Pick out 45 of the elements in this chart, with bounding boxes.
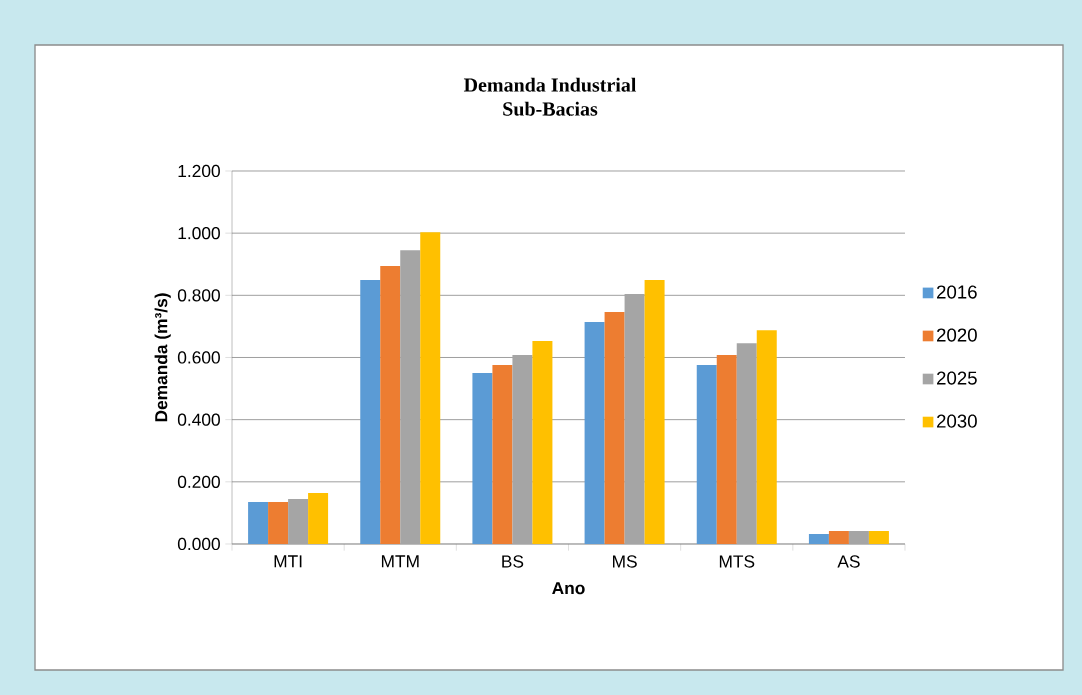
bar — [716, 355, 737, 544]
y-axis-title: Demanda (m³/s) — [154, 293, 171, 422]
chart-subtitle: Sub-Bacias — [503, 101, 598, 116]
y-tick-label: 1.200 — [178, 164, 220, 178]
bar — [472, 373, 493, 544]
legend-label: 2016 — [937, 285, 977, 299]
bar — [696, 364, 717, 544]
bar — [828, 530, 849, 544]
y-tick-label: 0.600 — [177, 351, 220, 364]
x-tick-label: AS — [837, 555, 860, 568]
bar — [604, 312, 625, 544]
bar — [308, 493, 329, 544]
y-tick-label: 0.000 — [177, 537, 220, 551]
legend-label: 2025 — [937, 371, 977, 385]
bar — [532, 341, 553, 544]
x-axis-title: Ano — [552, 582, 585, 595]
bar — [624, 294, 645, 544]
bar — [848, 530, 869, 544]
bar — [492, 364, 513, 544]
x-tick-label: MS — [613, 555, 637, 568]
bar — [868, 530, 889, 544]
legend-label: 2030 — [937, 414, 977, 428]
chart-title: Demanda Industrial — [463, 77, 637, 92]
bar — [736, 343, 757, 544]
bar — [644, 280, 665, 544]
y-tick-label: 0.800 — [177, 289, 220, 302]
bar — [380, 266, 401, 544]
bar — [288, 498, 309, 544]
bar — [400, 250, 421, 544]
bar — [756, 330, 777, 544]
bar — [512, 355, 533, 544]
bar — [248, 502, 269, 544]
y-tick-label: 0.400 — [177, 413, 220, 426]
x-tick-label: MTM — [381, 555, 419, 568]
x-tick-label: MTI — [274, 555, 302, 568]
bar — [808, 534, 829, 544]
x-tick-label: BS — [502, 555, 524, 568]
y-tick-label: 1.000 — [178, 227, 220, 240]
y-tick-label: 0.200 — [177, 475, 220, 488]
bar — [268, 502, 289, 544]
bar — [360, 280, 381, 544]
legend-label: 2020 — [937, 328, 977, 342]
x-tick-label: MTS — [719, 555, 755, 568]
bar — [420, 232, 441, 544]
bar — [584, 322, 605, 544]
